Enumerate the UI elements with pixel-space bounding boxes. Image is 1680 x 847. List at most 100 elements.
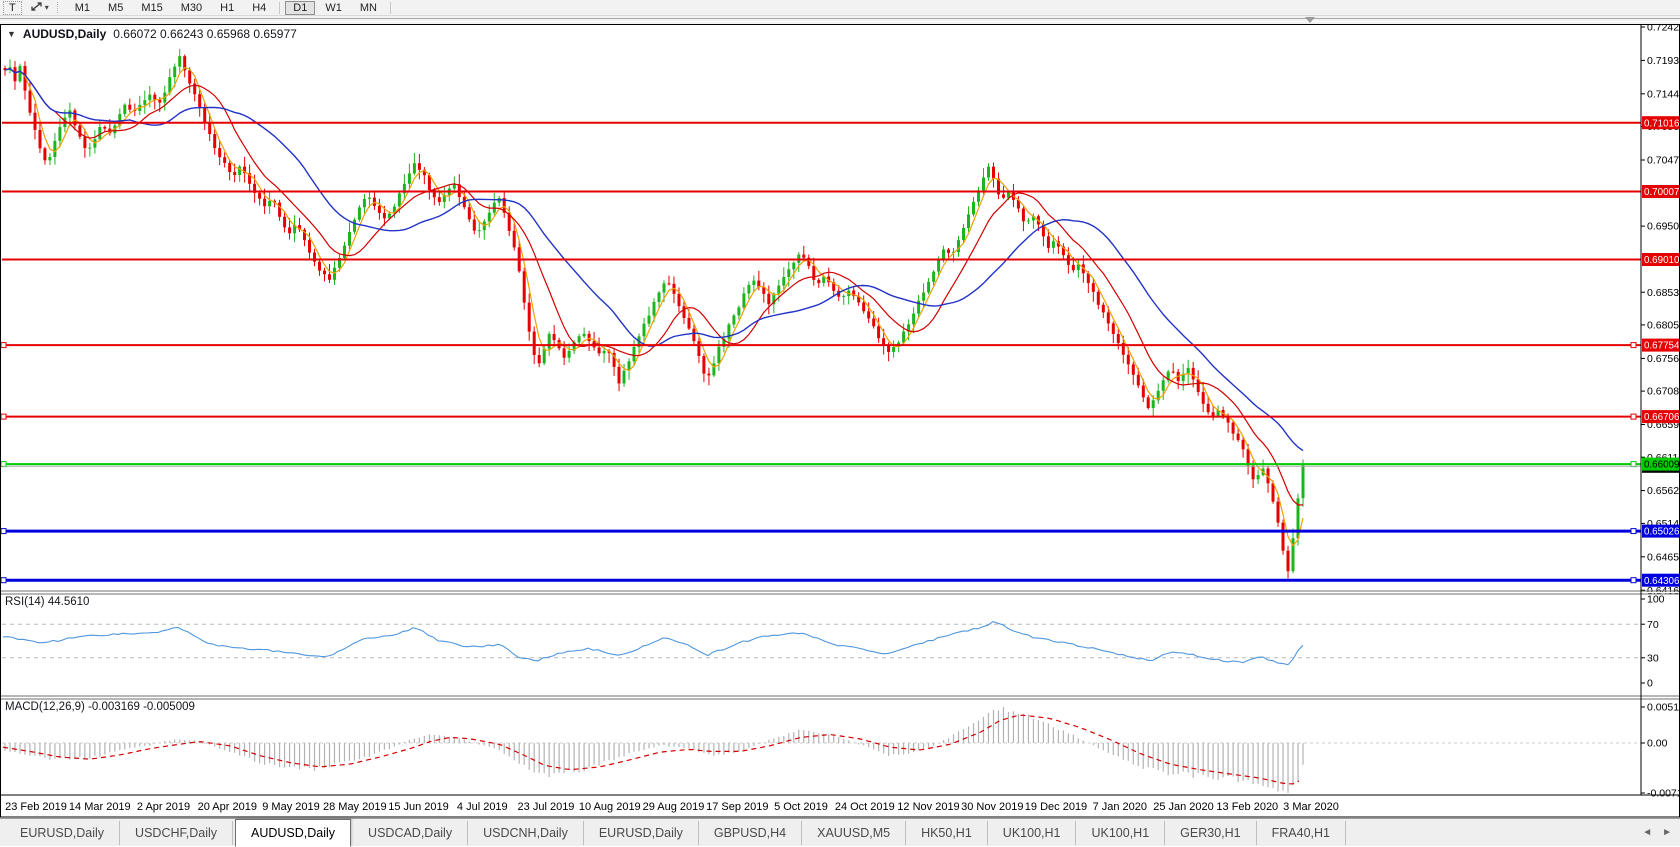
chart-tab-usdcnh-daily[interactable]: USDCNH,Daily: [468, 820, 584, 845]
rsi-line: [2, 620, 1304, 666]
arrow-objects-icon: [30, 0, 43, 15]
timeframe-group: M1 M5 M15 M30 H1 H4 D1 W1 MN: [66, 0, 386, 15]
date-tick-label: 19 Dec 2019: [1025, 801, 1087, 813]
macd-tick-label: -0.00711: [1647, 788, 1680, 800]
date-tick-label: 23 Jul 2019: [518, 801, 575, 813]
price-tag-0.65026: 0.65026: [1642, 524, 1680, 538]
timeframe-w1-button[interactable]: W1: [317, 1, 350, 15]
chart-tab-eurusd-daily[interactable]: EURUSD,Daily: [584, 820, 699, 845]
level-handle[interactable]: [1630, 528, 1637, 535]
date-tick-label: 30 Nov 2019: [961, 801, 1023, 813]
arrows-tool-button[interactable]: ▾: [26, 1, 53, 15]
timeframe-mn-button[interactable]: MN: [352, 1, 385, 15]
level-handle[interactable]: [1630, 577, 1637, 584]
level-handle[interactable]: [0, 577, 7, 584]
chart-tab-uk100-h1[interactable]: UK100,H1: [988, 820, 1077, 845]
timeframe-h4-button[interactable]: H4: [244, 1, 274, 15]
chart-tab-usdchf-daily[interactable]: USDCHF,Daily: [120, 820, 233, 845]
timeframe-m5-button[interactable]: M5: [100, 1, 131, 15]
chart-background: [0, 24, 1680, 818]
date-tick-label: 15 Jun 2019: [388, 801, 449, 813]
chart-tab-bar: EURUSD,Daily USDCHF,Daily AUDUSD,Daily USDC…: [0, 818, 1680, 847]
chart-canvas[interactable]: 0.724200.719300.714400.709600.704700.695…: [0, 24, 1680, 818]
text-tool-button[interactable]: T: [3, 0, 22, 15]
timeframe-d1-button[interactable]: D1: [285, 0, 316, 15]
date-tick-label: 17 Sep 2019: [706, 801, 768, 813]
tab-scroll-left-icon[interactable]: ◄: [1642, 827, 1653, 838]
chart-tab-uk100-h1[interactable]: UK100,H1: [1076, 820, 1166, 845]
tab-list: EURUSD,Daily USDCHF,Daily AUDUSD,Daily USDC…: [5, 818, 1346, 847]
price-tag-0.66009: 0.66009: [1642, 457, 1680, 471]
date-tick-label: 20 Apr 2019: [198, 801, 257, 813]
date-tick-label: 23 Feb 2019: [5, 801, 67, 813]
svg-text:0.66706: 0.66706: [1644, 412, 1680, 423]
level-handle[interactable]: [1630, 342, 1637, 349]
chart-scrollbar[interactable]: [0, 16, 1680, 24]
price-tag-0.70007: 0.70007: [1642, 185, 1680, 198]
level-handle[interactable]: [0, 528, 7, 535]
date-tick-label: 10 Aug 2019: [579, 801, 641, 813]
date-tick-label: 14 Mar 2019: [69, 801, 131, 813]
chart-shift-marker-icon[interactable]: [1305, 17, 1315, 23]
date-tick-label: 13 Feb 2020: [1216, 801, 1278, 813]
chart-tab-usdcad-daily[interactable]: USDCAD,Daily: [353, 820, 469, 845]
toolbar: T ▾ M1 M5 M15 M30 H1 H4 D1 W1 MN: [0, 0, 1680, 16]
svg-text:0.67754: 0.67754: [1644, 341, 1680, 352]
date-tick-label: 2 Apr 2019: [137, 801, 190, 813]
macd-tick-label: 0.005121: [1647, 702, 1680, 714]
date-tick-label: 24 Oct 2019: [835, 801, 895, 813]
macd-signal-line: [2, 714, 1300, 785]
svg-text:0.66009: 0.66009: [1644, 460, 1679, 471]
chart-tab-audusd-daily[interactable]: AUDUSD,Daily: [235, 818, 352, 847]
svg-text:0.71016: 0.71016: [1644, 118, 1680, 129]
price-tag-0.71016: 0.71016: [1642, 116, 1680, 129]
date-tick-label: 12 Nov 2019: [897, 801, 959, 813]
price-tag-0.66706: 0.66706: [1642, 410, 1680, 423]
chart-tab-ger30-h1[interactable]: GER30,H1: [1165, 820, 1257, 845]
price-tag-0.69010: 0.69010: [1642, 253, 1680, 266]
date-tick-label: 28 May 2019: [323, 801, 387, 813]
chart-tab-gbpusd-h4[interactable]: GBPUSD,H4: [699, 820, 803, 845]
dropdown-caret-icon: ▾: [44, 2, 49, 12]
price-tag-0.64306: 0.64306: [1642, 573, 1680, 587]
timeframe-m30-button[interactable]: M30: [173, 1, 210, 15]
svg-text:0.64306: 0.64306: [1644, 576, 1680, 587]
ma-fast-line: [4, 66, 1304, 547]
date-tick-label: 4 Jul 2019: [457, 801, 508, 813]
chart-tab-hk50-h1[interactable]: HK50,H1: [906, 820, 988, 845]
chart-tab-fra40-h1[interactable]: FRA40,H1: [1257, 820, 1346, 845]
level-handle[interactable]: [0, 413, 7, 420]
timeframe-m1-button[interactable]: M1: [67, 1, 98, 15]
macd-histogram: [4, 707, 1304, 793]
date-tick-label: 29 Aug 2019: [643, 801, 705, 813]
toolbar-separator: [279, 1, 281, 14]
tab-scroll-right-icon[interactable]: ►: [1662, 827, 1672, 838]
price-tag-0.67754: 0.67754: [1642, 338, 1680, 352]
timeframe-m15-button[interactable]: M15: [133, 1, 170, 15]
tab-scroll-controls: ◄ ►: [1642, 819, 1672, 846]
date-tick-label: 9 May 2019: [262, 801, 319, 813]
svg-text:0.70007: 0.70007: [1644, 187, 1679, 198]
timeframe-h1-button[interactable]: H1: [212, 1, 242, 15]
level-handle[interactable]: [1630, 413, 1637, 420]
date-tick-label: 3 Mar 2020: [1283, 801, 1339, 813]
rsi-tick-label: 70: [1647, 619, 1659, 631]
chart-window: 0.724200.719300.714400.709600.704700.695…: [0, 24, 1680, 818]
toolbar-grip: [56, 2, 62, 13]
date-tick-label: 5 Oct 2019: [774, 801, 828, 813]
chart-tab-xauusd-m5[interactable]: XAUUSD,M5: [802, 820, 907, 845]
chart-tab-eurusd-daily[interactable]: EURUSD,Daily: [5, 820, 121, 845]
level-handle[interactable]: [0, 342, 7, 349]
macd-tick-label: 0.00: [1647, 738, 1668, 750]
scrollbar-groove: [0, 18, 1680, 22]
